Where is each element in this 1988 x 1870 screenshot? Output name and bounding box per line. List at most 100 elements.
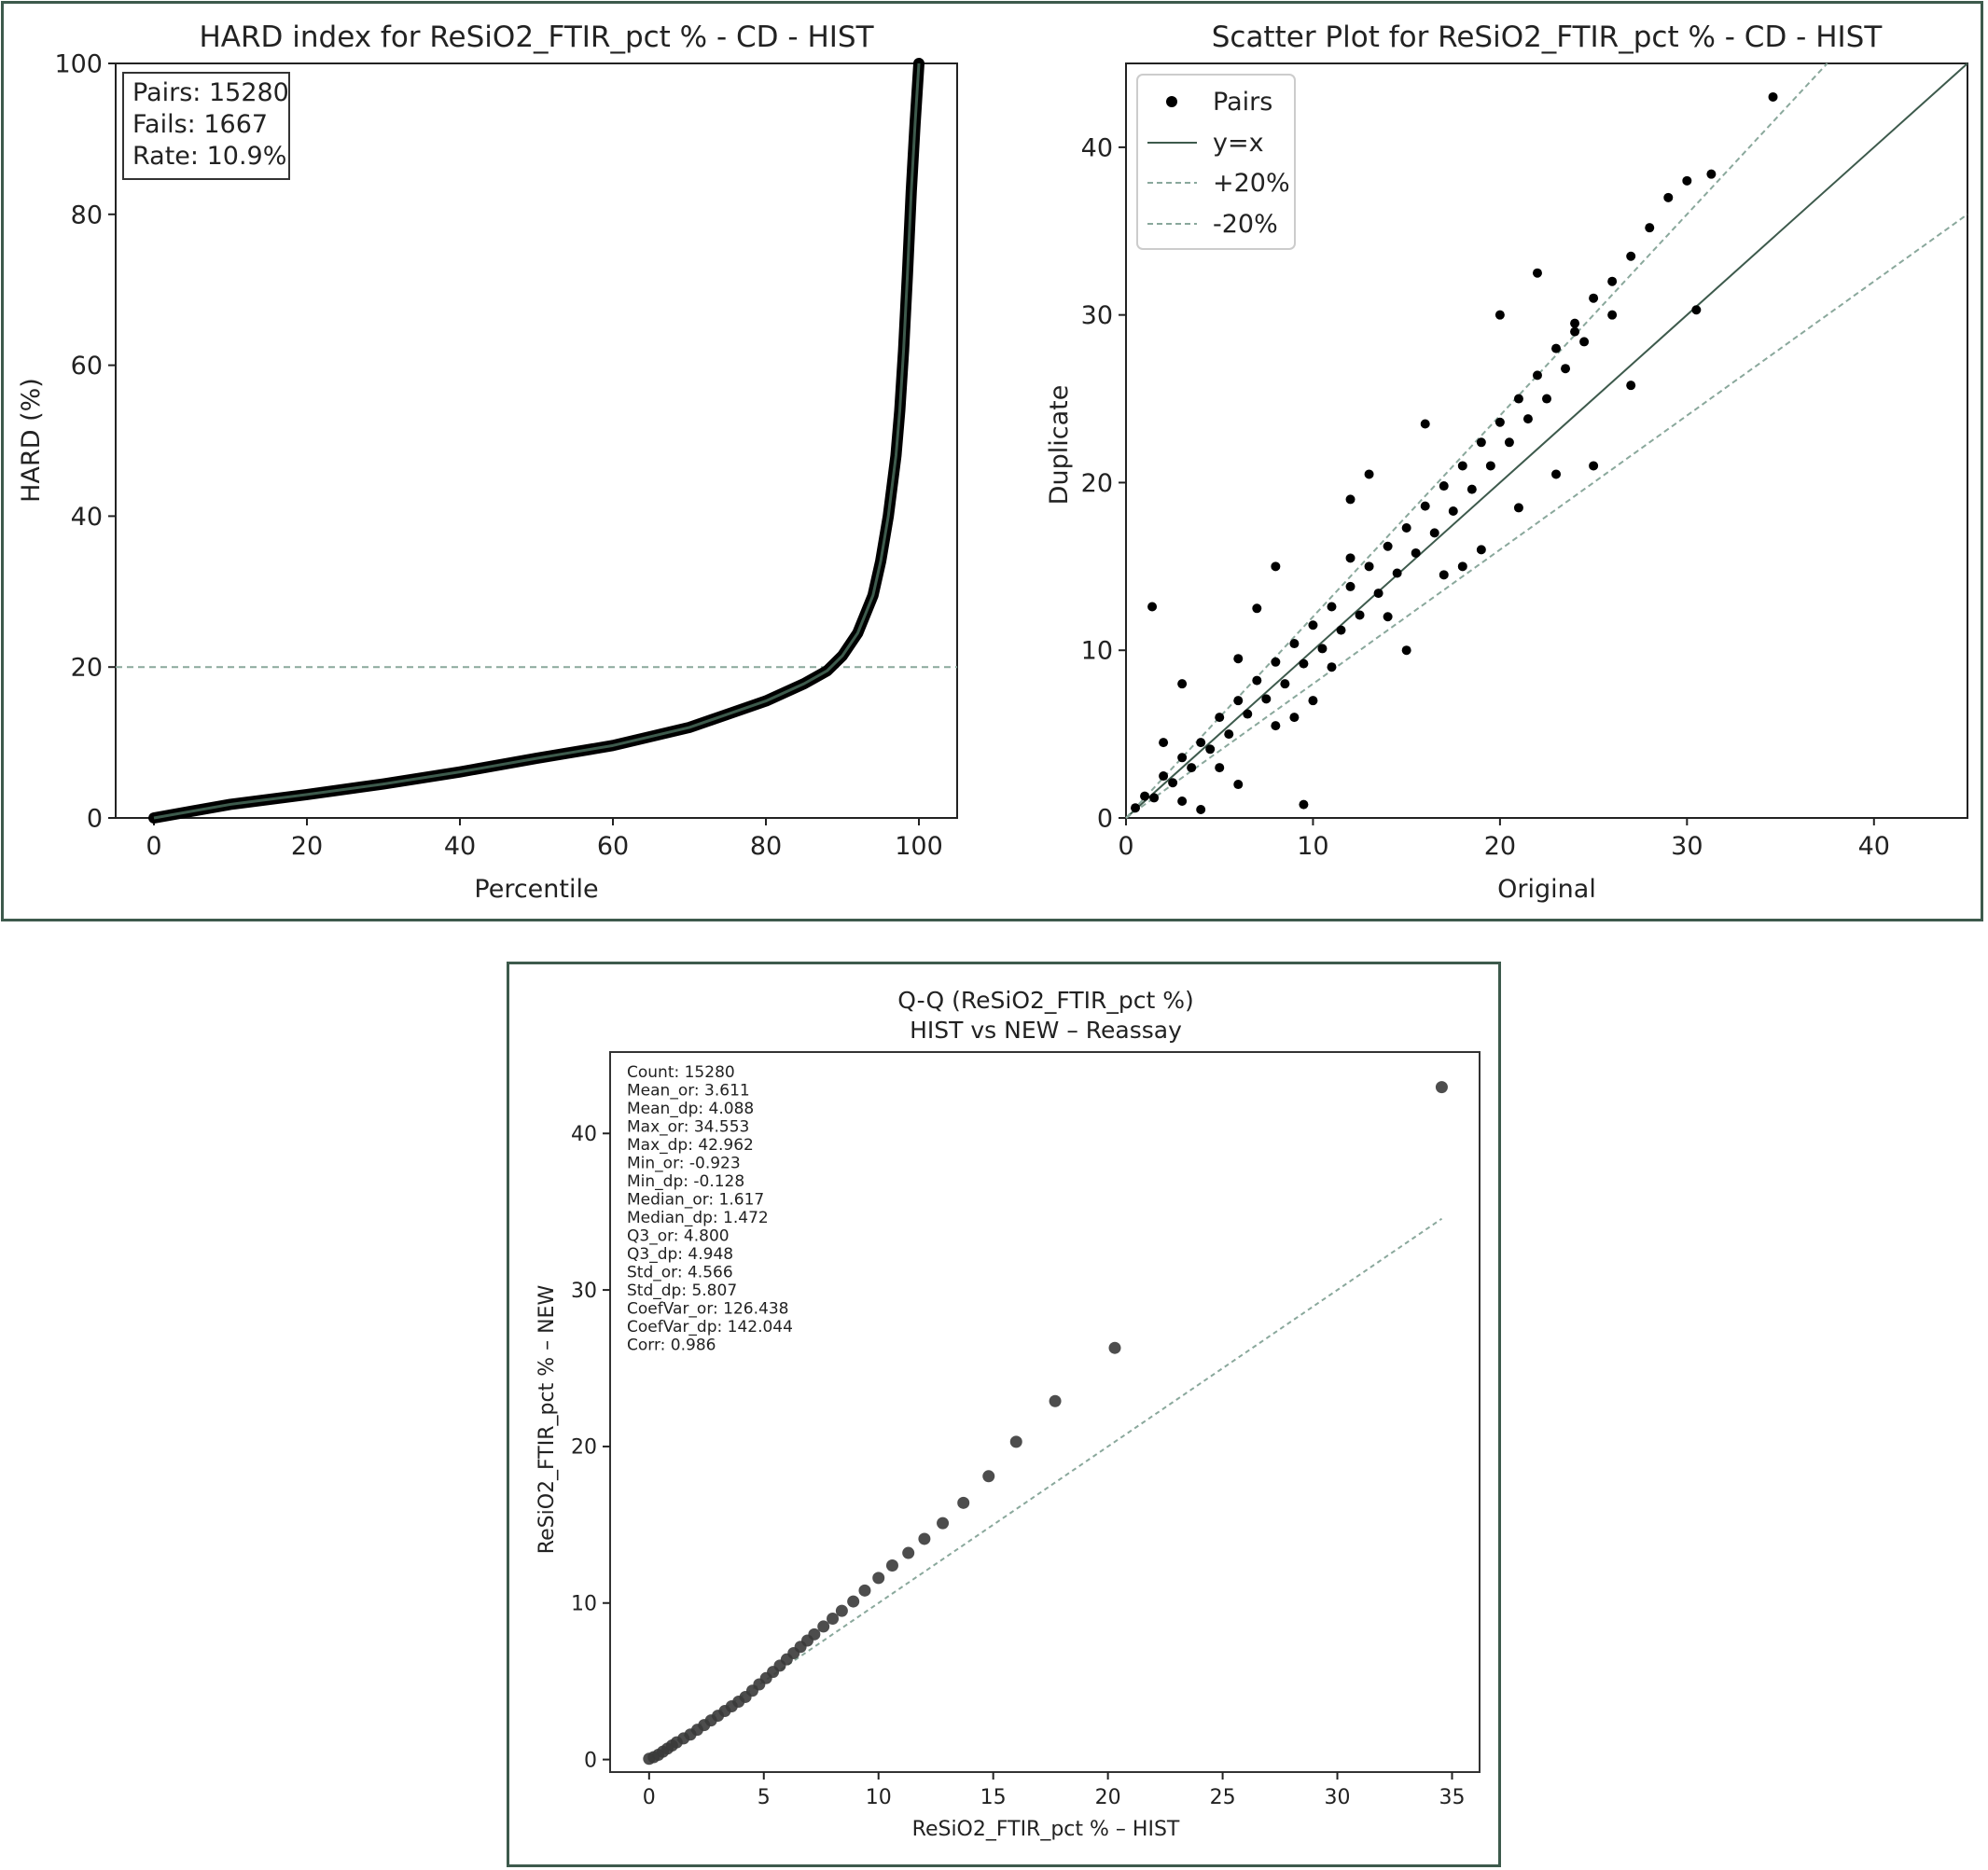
qq-point <box>1009 1435 1022 1448</box>
scatter-point <box>1626 251 1636 261</box>
hard-ytick-label: 20 <box>71 654 103 683</box>
hard-ylabel: HARD (%) <box>17 378 46 503</box>
hard-plot-area <box>115 62 958 819</box>
scatter-point <box>1522 414 1533 424</box>
scatter-point <box>1159 771 1169 782</box>
scatter-point <box>1233 780 1244 790</box>
qq-xtick-label: 0 <box>643 1786 656 1809</box>
scatter-point <box>1327 602 1337 612</box>
scatter-point <box>1691 305 1702 315</box>
qq-xtick-label: 5 <box>758 1786 771 1809</box>
scatter-point <box>1252 603 1262 614</box>
scatter-point <box>1261 694 1272 704</box>
scatter-point <box>1224 729 1234 740</box>
scatter-point <box>1383 612 1393 622</box>
scatter-point <box>1542 394 1551 404</box>
scatter-point <box>1570 318 1580 328</box>
scatter-point <box>1561 364 1571 374</box>
hard-xtick-label: 100 <box>895 832 943 861</box>
scatter-point <box>1355 610 1365 620</box>
scatter-point <box>1243 709 1253 719</box>
qq-point <box>1108 1341 1121 1354</box>
hard-xlabel: Percentile <box>474 875 598 904</box>
qq-points <box>643 1081 1448 1766</box>
qq-stat-line: Q3_or: 4.800 <box>627 1227 730 1246</box>
scatter-point <box>1570 326 1580 337</box>
qq-ytick-label: 10 <box>571 1592 597 1615</box>
scatter-point <box>1280 679 1290 689</box>
hard-ytick-label: 40 <box>71 503 103 532</box>
scatter-point <box>1233 654 1244 664</box>
scatter-point <box>1645 223 1655 233</box>
scatter-point <box>1682 175 1692 186</box>
scatter-xtick-label: 0 <box>1118 832 1133 861</box>
scatter-point <box>1589 461 1599 471</box>
scatter-point <box>1476 437 1486 448</box>
scatter-point <box>1485 461 1495 471</box>
legend-identity-label: y=x <box>1213 129 1264 158</box>
qq-point <box>847 1595 860 1608</box>
scatter-points <box>1131 91 1778 815</box>
qq-stat-line: Min_dp: -0.128 <box>627 1172 744 1191</box>
qq-stat-line: Q3_dp: 4.948 <box>627 1245 733 1264</box>
hard-index-chart: HARD index for ReSiO2_FTIR_pct % - CD - … <box>17 21 958 904</box>
scatter-point <box>1532 268 1542 278</box>
scatter-point <box>1607 276 1618 286</box>
scatter-point <box>1626 381 1636 391</box>
scatter-point <box>1420 501 1430 511</box>
scatter-ylabel: Duplicate <box>1045 385 1074 506</box>
hard-stat-rate: Rate: 10.9% <box>132 142 286 171</box>
qq-stat-line: Min_or: -0.923 <box>627 1155 741 1173</box>
qq-point <box>808 1628 821 1641</box>
scatter-point <box>1411 547 1421 558</box>
hard-xtick-label: 80 <box>750 832 782 861</box>
hard-axis-ticks: 0 20 40 60 80 100 0 20 40 60 80 100 <box>54 49 942 861</box>
scatter-point <box>1299 799 1309 810</box>
scatter-point <box>1607 310 1618 320</box>
scatter-point <box>1589 293 1599 303</box>
bottom-panel-frame <box>507 962 1501 1867</box>
qq-title-line2: HIST vs NEW – Reassay <box>910 1017 1182 1044</box>
hard-xtick-label: 20 <box>291 832 323 861</box>
scatter-point <box>1579 337 1590 347</box>
scatter-point <box>1420 419 1430 429</box>
qq-chart: Q-Q (ReSiO2_FTIR_pct %) HIST vs NEW – Re… <box>535 987 1481 1841</box>
scatter-point <box>1532 370 1542 381</box>
qq-stat-line: Std_or: 4.566 <box>627 1264 733 1282</box>
qq-ytick-label: 20 <box>571 1436 597 1460</box>
scatter-point <box>1168 778 1178 788</box>
scatter-point <box>1187 763 1197 773</box>
scatter-point <box>1289 713 1300 723</box>
legend-pairs-marker <box>1166 96 1177 107</box>
scatter-point <box>1364 469 1374 479</box>
scatter-point <box>1215 713 1225 723</box>
hard-ytick-label: 80 <box>71 201 103 229</box>
qq-stat-line: Mean_or: 3.611 <box>627 1082 750 1101</box>
scatter-point <box>1448 506 1458 517</box>
qq-point <box>982 1470 995 1483</box>
qq-point <box>827 1613 840 1626</box>
scatter-point <box>1383 541 1393 551</box>
qq-point <box>885 1558 898 1572</box>
qq-point <box>937 1517 950 1530</box>
hard-xtick-label: 60 <box>597 832 629 861</box>
scatter-point <box>1271 561 1281 572</box>
scatter-point <box>1345 581 1355 591</box>
scatter-point <box>1504 437 1514 448</box>
scatter-reference-lines <box>1125 62 1968 819</box>
qq-stat-line: Max_dp: 42.962 <box>627 1136 754 1155</box>
qq-stat-line: Count: 15280 <box>627 1063 735 1082</box>
qq-stat-line: Max_or: 34.553 <box>627 1118 749 1137</box>
qq-xtick-label: 10 <box>866 1786 892 1809</box>
scatter-point <box>1196 805 1206 815</box>
scatter-xtick-label: 10 <box>1297 832 1328 861</box>
scatter-xtick-label: 20 <box>1484 832 1516 861</box>
qq-stat-line: CoefVar_dp: 142.044 <box>627 1318 793 1337</box>
hard-ytick-label: 0 <box>87 804 103 833</box>
scatter-point <box>1149 793 1160 803</box>
scatter-point <box>1401 522 1411 533</box>
qq-ylabel: ReSiO2_FTIR_pct % – NEW <box>535 1285 559 1555</box>
scatter-point <box>1401 645 1411 656</box>
